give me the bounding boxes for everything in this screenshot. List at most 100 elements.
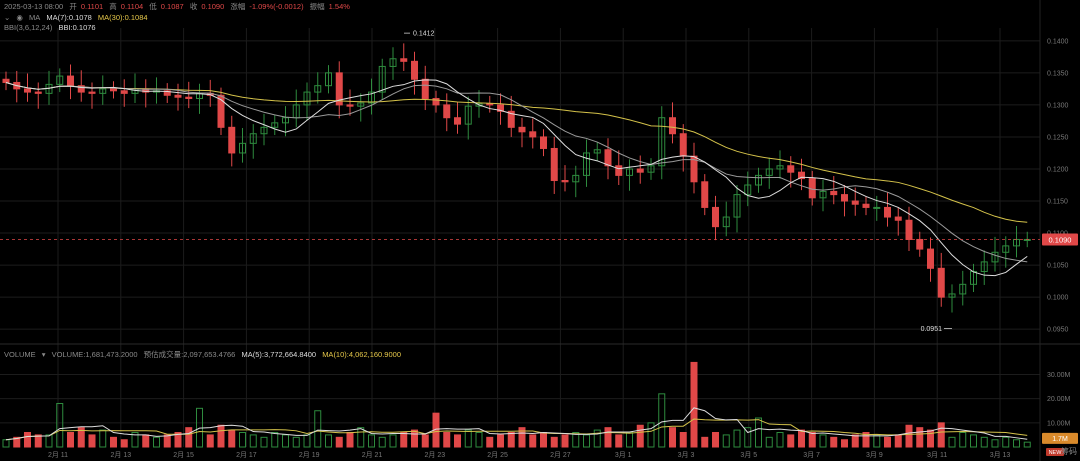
volume-bar bbox=[99, 429, 107, 448]
high-value: 0.1104 bbox=[120, 2, 144, 11]
candle bbox=[615, 165, 623, 176]
volume-bar bbox=[13, 436, 21, 448]
candle bbox=[905, 219, 913, 240]
volume-bar bbox=[583, 434, 590, 448]
x-tick-label: 3月 7 bbox=[803, 451, 820, 459]
chevron-down-icon[interactable]: ⌄ bbox=[4, 13, 11, 22]
volume-y-tick-label: 10.00M bbox=[1047, 420, 1071, 427]
volume-bar bbox=[249, 434, 257, 448]
x-tick-label: 2月 17 bbox=[236, 451, 257, 459]
volume-bar bbox=[400, 432, 408, 448]
candle bbox=[636, 168, 644, 173]
volume-bar bbox=[894, 434, 902, 448]
volume-bar bbox=[830, 436, 838, 448]
candle bbox=[88, 91, 96, 94]
volume-bar bbox=[77, 427, 85, 448]
volume-bar bbox=[959, 432, 967, 448]
candle bbox=[927, 248, 934, 269]
candle bbox=[540, 136, 547, 149]
candle bbox=[841, 194, 848, 202]
candle bbox=[174, 94, 182, 98]
volume-bar bbox=[626, 432, 633, 448]
volume-bar bbox=[593, 429, 601, 448]
volume-bar bbox=[927, 429, 934, 448]
volume-bar bbox=[67, 432, 74, 448]
volume-ma5: MA(5):3,772,664.8400 bbox=[241, 350, 317, 359]
volume-bar bbox=[497, 434, 504, 448]
volume-bar bbox=[615, 434, 623, 448]
ma7-value: MA(7):0.1078 bbox=[46, 13, 92, 22]
volume-bar bbox=[185, 427, 193, 448]
candle bbox=[239, 142, 246, 154]
volume-bar bbox=[636, 424, 644, 448]
high-label: 高 bbox=[109, 2, 117, 11]
y-tick-label: 0.1050 bbox=[1047, 263, 1069, 270]
x-tick-label: 2月 11 bbox=[48, 451, 68, 459]
eye-icon[interactable]: ◉ bbox=[16, 13, 23, 22]
volume-bar bbox=[346, 432, 354, 448]
change-label: 涨幅 bbox=[230, 2, 246, 11]
volume-est: 预估成交量:2,097,653.4766 bbox=[143, 350, 236, 359]
candle bbox=[776, 165, 784, 170]
ma7-line bbox=[5, 79, 1028, 277]
volume-bar bbox=[335, 436, 343, 448]
volume-bar bbox=[34, 434, 42, 448]
volume-bar bbox=[389, 434, 397, 448]
dropdown-icon[interactable]: ▾ bbox=[41, 350, 46, 359]
candle bbox=[626, 168, 633, 176]
volume-bar bbox=[314, 410, 322, 448]
candle bbox=[980, 261, 988, 273]
candle bbox=[34, 91, 42, 94]
candle bbox=[282, 117, 289, 124]
candle bbox=[959, 283, 967, 295]
candle bbox=[67, 75, 74, 87]
candle bbox=[819, 190, 827, 199]
candle bbox=[454, 117, 461, 125]
volume-bar bbox=[239, 432, 246, 448]
candle bbox=[1002, 245, 1010, 253]
candle bbox=[346, 104, 354, 107]
volume-bar bbox=[486, 436, 494, 448]
volume-bar bbox=[88, 434, 96, 448]
x-tick-label: 3月 5 bbox=[740, 451, 757, 459]
candle bbox=[411, 60, 418, 80]
volume-value: VOLUME:1,681,473.2000 bbox=[51, 350, 138, 359]
candle bbox=[217, 94, 225, 128]
candle bbox=[249, 133, 257, 144]
volume-bar bbox=[970, 434, 977, 448]
chip-label[interactable]: 筹码 bbox=[1061, 446, 1077, 457]
new-badge-label: NEW bbox=[1049, 450, 1063, 456]
high-annotation: 0.1412 bbox=[413, 31, 435, 38]
ma-header: ⌄ ◉ MA MA(7):0.1078 MA(30):0.1084 bbox=[4, 13, 152, 23]
candle bbox=[271, 122, 279, 128]
volume-bar bbox=[991, 439, 999, 448]
candle bbox=[110, 88, 117, 92]
volume-bar bbox=[282, 434, 289, 448]
volume-bar bbox=[765, 436, 773, 448]
volume-bar bbox=[841, 439, 848, 448]
x-tick-label: 3月 1 bbox=[615, 451, 632, 459]
volume-bar bbox=[916, 427, 924, 448]
x-tick-label: 3月 11 bbox=[927, 451, 947, 459]
candle bbox=[830, 190, 838, 196]
volume-bar bbox=[819, 434, 827, 448]
volume-ma5-line bbox=[5, 407, 1028, 441]
amp-value: 1.54% bbox=[328, 2, 350, 11]
candle bbox=[77, 85, 85, 93]
candle bbox=[916, 238, 924, 250]
candle bbox=[991, 251, 999, 263]
candle bbox=[948, 293, 956, 298]
last-price-label: 0.1090 bbox=[1049, 235, 1072, 244]
candle bbox=[163, 90, 171, 96]
close-value: 0.1090 bbox=[201, 2, 225, 11]
volume-bar bbox=[110, 436, 117, 448]
candle bbox=[357, 102, 365, 107]
candle bbox=[120, 90, 128, 94]
open-label: 开 bbox=[69, 2, 77, 11]
x-tick-label: 2月 27 bbox=[550, 451, 571, 459]
volume-bar bbox=[884, 436, 891, 448]
volume-bar bbox=[550, 436, 558, 448]
chip-char-1: 筹 bbox=[1061, 447, 1069, 456]
volume-bar bbox=[690, 361, 698, 448]
